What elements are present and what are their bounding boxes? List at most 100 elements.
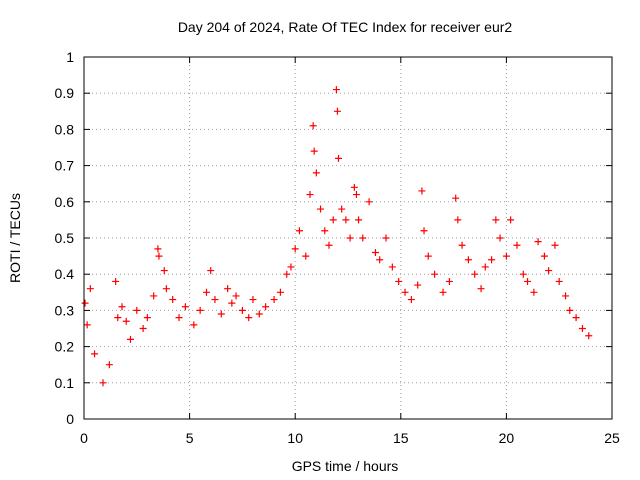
- data-point-marker: [255, 310, 263, 318]
- y-tick-label: 0.4: [55, 266, 75, 282]
- data-point-marker: [310, 147, 318, 155]
- data-point-marker: [420, 227, 428, 235]
- data-point-marker: [332, 86, 340, 94]
- data-point-marker: [283, 270, 291, 278]
- data-point-marker: [350, 183, 358, 191]
- data-point-marker: [160, 267, 168, 275]
- data-point-marker: [333, 107, 341, 115]
- data-point-marker: [232, 292, 240, 300]
- x-tick-label: 10: [287, 430, 303, 446]
- axis-ticks: 00.10.20.30.40.50.60.70.80.910 5 10 15 20 25: [55, 49, 620, 446]
- x-tick-label: 0: [80, 430, 88, 446]
- data-point-marker: [99, 379, 107, 387]
- data-point-marker: [545, 267, 553, 275]
- data-point-marker: [540, 252, 548, 260]
- data-point-marker: [513, 241, 521, 249]
- chart-title: Day 204 of 2024, Rate Of TEC Index for r…: [178, 19, 513, 35]
- y-tick-label: 0.5: [55, 230, 75, 246]
- data-point-marker: [477, 285, 485, 293]
- y-tick-label: 0.6: [55, 194, 75, 210]
- y-axis-label: ROTI / TECUs: [7, 193, 23, 283]
- y-tick-label: 0.7: [55, 158, 75, 174]
- data-point-marker: [338, 205, 346, 213]
- x-tick-label: 15: [393, 430, 409, 446]
- data-point-marker: [133, 306, 141, 314]
- data-point-marker: [207, 267, 215, 275]
- y-tick-label: 0: [66, 411, 74, 427]
- y-tick-label: 0.8: [55, 121, 75, 137]
- data-point-marker: [302, 252, 310, 260]
- data-point-marker: [150, 292, 158, 300]
- data-point-marker: [334, 154, 342, 162]
- y-tick-label: 0.9: [55, 85, 75, 101]
- data-point-marker: [431, 270, 439, 278]
- data-point-marker: [534, 238, 542, 246]
- data-point-marker: [359, 234, 367, 242]
- data-point-marker: [481, 263, 489, 271]
- data-point-marker: [169, 296, 177, 304]
- data-point-marker: [329, 216, 337, 224]
- data-point-marker: [181, 303, 189, 311]
- data-point-marker: [317, 205, 325, 213]
- data-point-marker: [530, 288, 538, 296]
- data-point-marker: [352, 191, 360, 199]
- data-point-marker: [224, 285, 232, 293]
- data-point-marker: [91, 350, 99, 358]
- data-point-marker: [524, 277, 532, 285]
- data-point-marker: [238, 306, 246, 314]
- data-point-marker: [507, 216, 515, 224]
- data-point-marker: [346, 234, 354, 242]
- data-point-marker: [228, 299, 236, 307]
- data-point-marker: [551, 241, 559, 249]
- data-point-marker: [245, 314, 253, 322]
- data-point-marker: [114, 314, 122, 322]
- data-point-marker: [566, 306, 574, 314]
- data-point-marker: [414, 281, 422, 289]
- x-tick-label: 25: [604, 430, 620, 446]
- data-point-marker: [439, 288, 447, 296]
- data-point-marker: [464, 256, 472, 264]
- data-point-marker: [262, 303, 270, 311]
- data-point-marker: [424, 252, 432, 260]
- data-point-marker: [371, 248, 379, 256]
- y-tick-label: 0.1: [55, 375, 75, 391]
- data-point-marker: [407, 296, 415, 304]
- data-point-marker: [492, 216, 500, 224]
- data-point-marker: [445, 277, 453, 285]
- data-point-marker: [376, 256, 384, 264]
- x-tick-label: 20: [499, 430, 515, 446]
- data-point-marker: [249, 296, 257, 304]
- data-point-marker: [217, 310, 225, 318]
- data-point-marker: [519, 270, 527, 278]
- data-point-marker: [578, 325, 586, 332]
- data-point-marker: [118, 303, 126, 311]
- data-point-marker: [291, 245, 299, 253]
- data-point-marker: [418, 187, 426, 195]
- data-point-marker: [122, 317, 130, 325]
- data-point-marker: [488, 256, 496, 264]
- y-tick-label: 0.3: [55, 302, 75, 318]
- data-point-marker: [276, 288, 284, 296]
- data-point-marker: [270, 296, 278, 304]
- data-point-marker: [365, 198, 373, 206]
- data-point-marker: [312, 169, 320, 177]
- data-point-marker: [143, 314, 151, 322]
- data-point-marker: [388, 263, 396, 271]
- data-point-marker: [471, 270, 479, 278]
- data-point-marker: [155, 252, 163, 260]
- data-point-marker: [355, 216, 363, 224]
- data-point-marker: [105, 361, 113, 369]
- data-point-marker: [395, 277, 403, 285]
- data-point-marker: [190, 321, 198, 329]
- data-point-marker: [86, 285, 94, 293]
- data-point-marker: [306, 191, 314, 199]
- data-point-marker: [175, 314, 183, 322]
- data-point-marker: [287, 263, 295, 271]
- data-point-marker: [196, 306, 204, 314]
- data-point-marker: [211, 296, 219, 304]
- x-axis-label: GPS time / hours: [292, 458, 399, 474]
- data-point-marker: [502, 252, 510, 260]
- data-point-marker: [452, 194, 460, 202]
- data-point-marker: [162, 285, 170, 293]
